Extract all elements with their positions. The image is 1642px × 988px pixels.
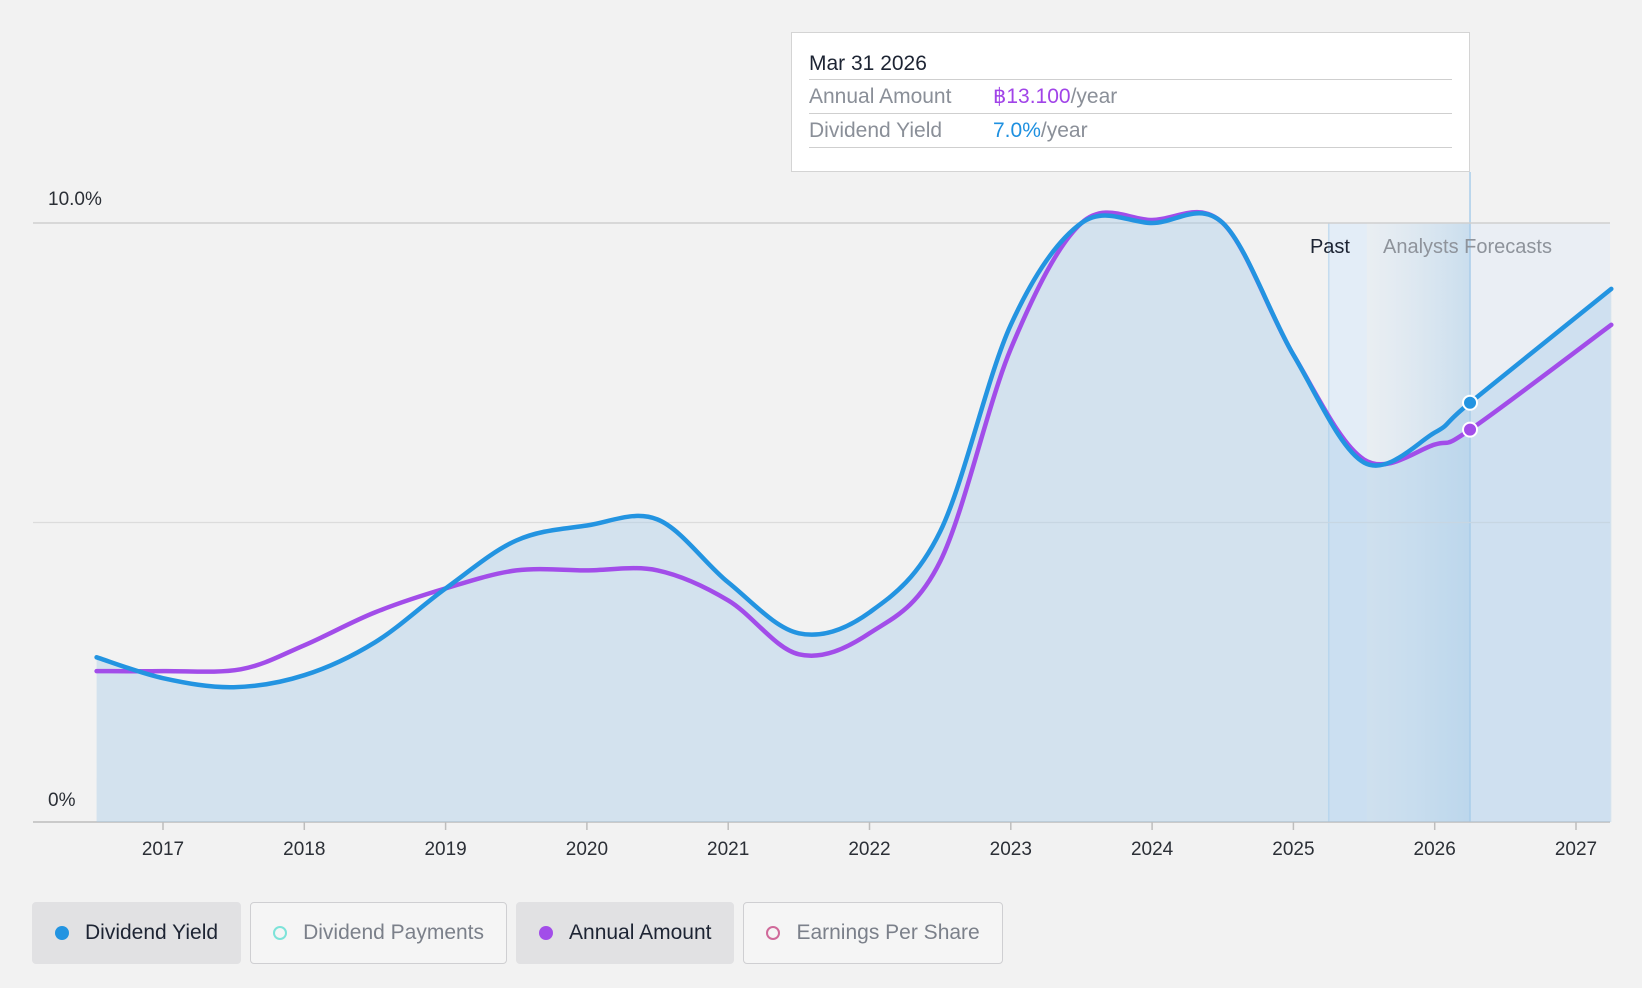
x-tick-label-2017: 2017: [142, 839, 184, 860]
dividend-yield-dot-icon: [55, 926, 69, 940]
annual-amount-hover-marker: [1462, 421, 1479, 438]
dividend-yield-area: [96, 213, 1612, 822]
dividend-payments-ring-icon: [273, 926, 288, 940]
x-tick-label-2027: 2027: [1555, 839, 1597, 860]
past-label: Past: [1310, 236, 1350, 258]
tooltip-annual-amount-label: Annual Amount: [809, 85, 952, 108]
x-tick-label-2022: 2022: [848, 839, 890, 860]
chart-legend: Dividend Yield Dividend Payments Annual …: [32, 902, 1012, 964]
tooltip-dividend-yield-row: Dividend Yield 7.0% /year: [809, 114, 1452, 148]
tooltip-date: Mar 31 2026: [809, 49, 1452, 80]
tooltip-annual-amount-row: Annual Amount ฿13.100 /year: [809, 80, 1452, 114]
y-tick-label-10: 10.0%: [48, 189, 102, 210]
x-tick-label-2021: 2021: [707, 839, 749, 860]
legend-dividend-payments-label: Dividend Payments: [303, 921, 485, 944]
tooltip-dividend-yield-label: Dividend Yield: [809, 119, 943, 142]
legend-annual-amount-label: Annual Amount: [569, 921, 712, 944]
dividend-yield-line: [94, 211, 1614, 690]
earnings-per-share-ring-icon: [766, 926, 781, 940]
x-tick-label-2019: 2019: [424, 839, 466, 860]
analysts-forecasts-label: Analysts Forecasts: [1383, 236, 1552, 258]
legend-earnings-per-share[interactable]: Earnings Per Share: [743, 902, 1003, 964]
chart-tooltip: Mar 31 2026 Annual Amount ฿13.100 /year …: [791, 32, 1470, 172]
x-tick-label-2025: 2025: [1272, 839, 1314, 860]
x-tick-label-2020: 2020: [566, 839, 608, 860]
x-tick-label-2024: 2024: [1131, 839, 1174, 860]
legend-earnings-per-share-label: Earnings Per Share: [796, 921, 980, 944]
tooltip-annual-amount-value: ฿13.100: [993, 85, 1071, 108]
x-tick-label-2018: 2018: [283, 839, 325, 860]
legend-annual-amount[interactable]: Annual Amount: [516, 902, 735, 964]
annual-amount-dot-icon: [539, 926, 554, 940]
legend-dividend-payments[interactable]: Dividend Payments: [250, 902, 508, 964]
legend-dividend-yield-label: Dividend Yield: [85, 921, 219, 944]
x-tick-label-2026: 2026: [1414, 839, 1456, 860]
dividend-yield-hover-marker: [1462, 394, 1479, 411]
tooltip-annual-amount-unit: /year: [1070, 85, 1118, 108]
tooltip-dividend-yield-value: 7.0%: [993, 119, 1041, 142]
y-tick-label-0: 0%: [48, 790, 76, 811]
tooltip-dividend-yield-unit: /year: [1040, 119, 1088, 142]
legend-dividend-yield[interactable]: Dividend Yield: [32, 902, 242, 964]
x-tick-label-2023: 2023: [990, 839, 1032, 860]
